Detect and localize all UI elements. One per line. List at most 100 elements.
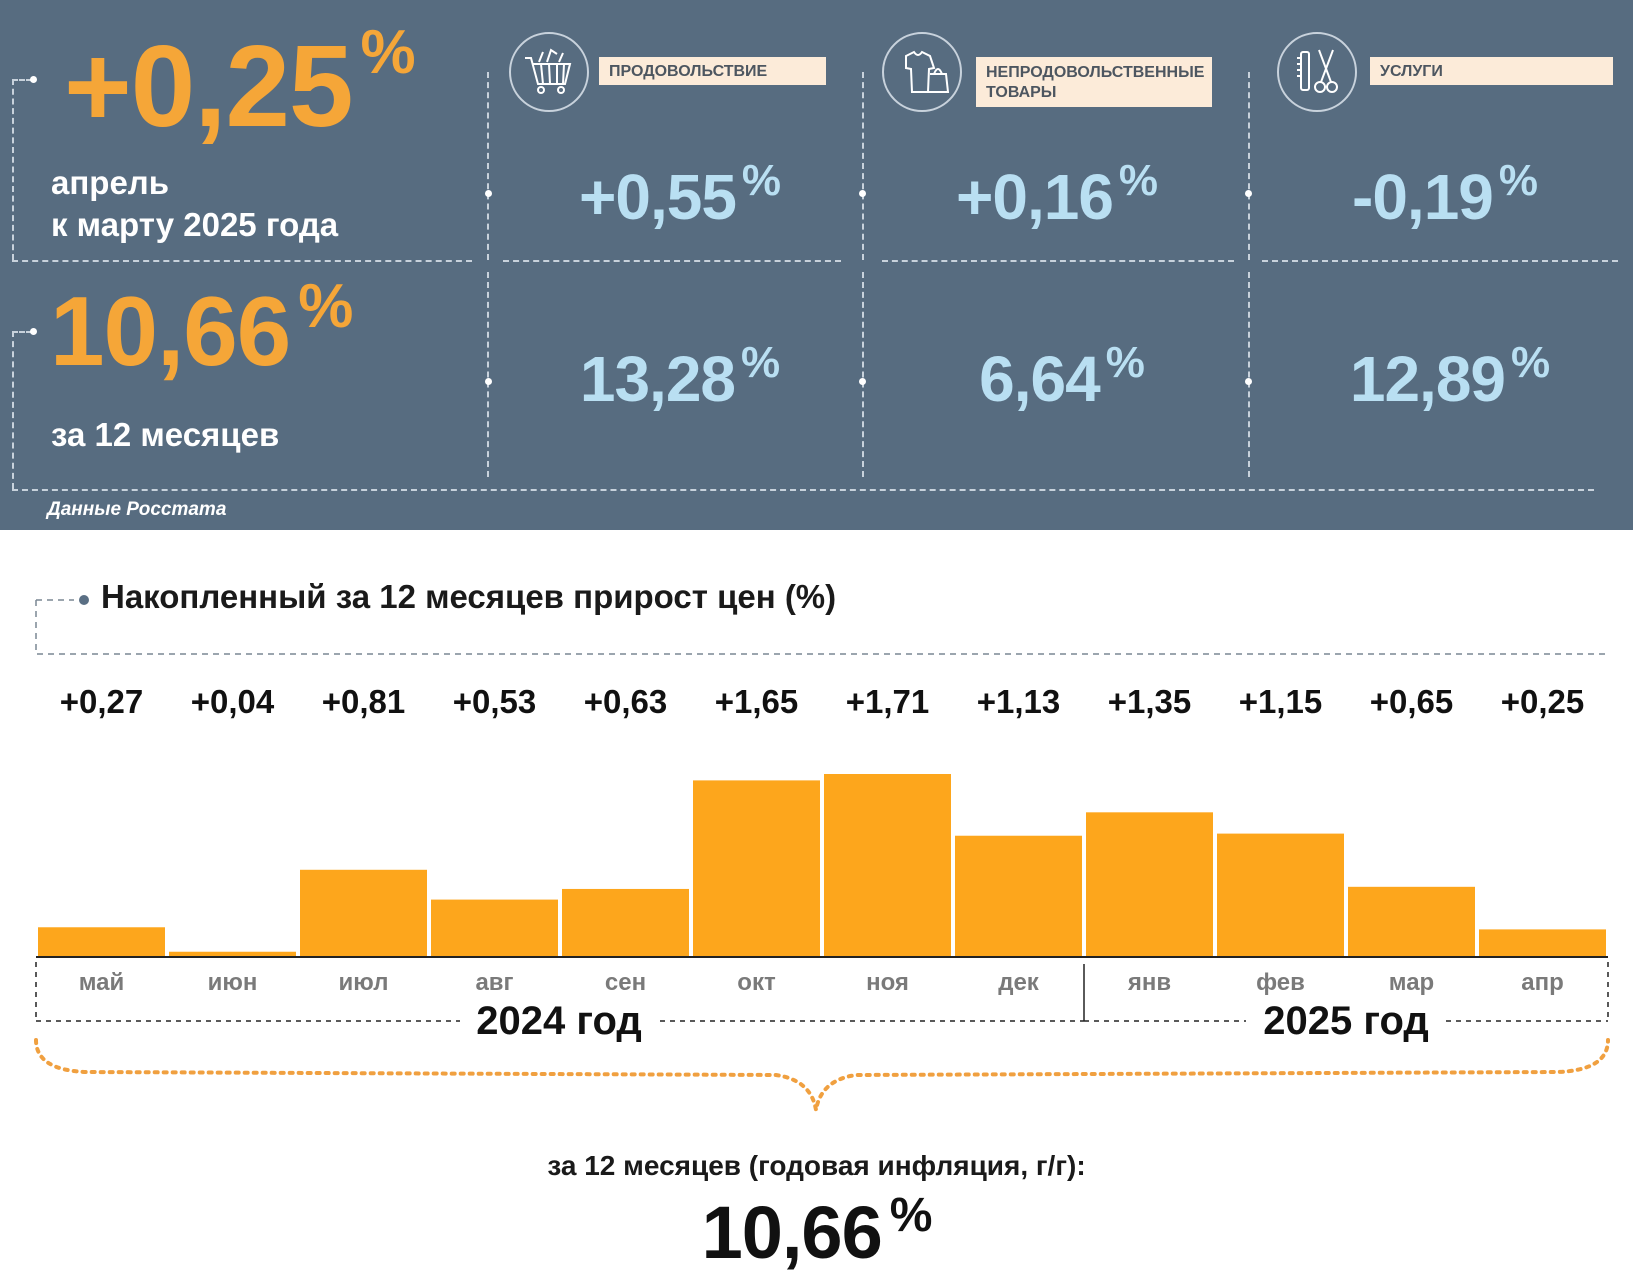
bar-июл: [300, 869, 427, 956]
curly-brace: [34, 1038, 1610, 1111]
monthly-bar-chart: +0,27 май +0,04 июн +0,81 июл +0,53 авг +0,63 сен…: [34, 683, 1610, 1111]
bar-ноя: [824, 774, 951, 956]
chart-title: Накопленный за 12 месяцев прирост цен (%…: [101, 578, 837, 615]
category-label-services: УСЛУГИ: [1370, 57, 1613, 85]
frame-line: [1248, 272, 1250, 477]
value-label: +1,35: [1108, 683, 1192, 720]
value-number: 12,89: [1349, 343, 1506, 415]
month-label: июл: [339, 969, 389, 996]
year-label-2025: 2025 год: [1263, 999, 1429, 1043]
percent-sign: %: [360, 18, 416, 87]
annual-inflation-value: 10,66%: [50, 276, 353, 381]
nonfood-monthly-value: +0,16%: [892, 159, 1222, 230]
value-label: +1,71: [846, 683, 930, 720]
month-label: авг: [475, 969, 513, 996]
food-annual-value: 13,28%: [520, 341, 840, 412]
category-label-food: ПРОДОВОЛЬСТВИЕ: [599, 57, 826, 85]
value-label: +0,27: [60, 683, 144, 720]
value-label: +1,65: [715, 683, 799, 720]
comb-scissors-icon: [1277, 32, 1357, 112]
value-number: 6,64: [979, 343, 1101, 415]
source-note: Данные Росстата: [47, 499, 227, 520]
value-number: +0,16: [955, 161, 1114, 233]
frame-line: [503, 260, 841, 262]
frame-line: [882, 260, 1234, 262]
value-number: +0,55: [578, 161, 737, 233]
frame-line: [487, 72, 489, 260]
percent-sign: %: [889, 1189, 933, 1242]
month-label: фев: [1256, 969, 1305, 996]
bullet-dot: [485, 190, 492, 197]
bullet-dot: [1245, 378, 1252, 385]
annual-inflation-caption: за 12 месяцев (годовая инфляция, г/г):: [547, 1150, 1086, 1181]
frame-line: [1248, 72, 1250, 260]
month-label: апр: [1521, 969, 1564, 996]
month-label: ноя: [866, 969, 909, 996]
bar-май: [38, 927, 165, 956]
food-monthly-value: +0,55%: [520, 159, 840, 230]
annual-caption: за 12 месяцев: [51, 416, 280, 453]
percent-sign: %: [298, 272, 354, 341]
category-label-nonfood: НЕПРОДОВОЛЬСТВЕННЫЕ ТОВАРЫ: [976, 57, 1212, 107]
value-label: +0,65: [1370, 683, 1454, 720]
percent-sign: %: [1511, 338, 1551, 387]
value-label: +0,63: [584, 683, 668, 720]
monthly-value-number: +0,25: [64, 21, 354, 151]
bar-авг: [431, 899, 558, 956]
month-label: сен: [605, 969, 646, 996]
annual-value-number: 10,66: [50, 276, 291, 386]
value-label: +1,13: [977, 683, 1061, 720]
month-label: янв: [1127, 969, 1171, 996]
value-number: -0,19: [1352, 161, 1494, 233]
percent-sign: %: [741, 156, 782, 205]
bar-фев: [1217, 833, 1344, 956]
bullet-dot: [30, 76, 37, 83]
value-label: +1,15: [1239, 683, 1323, 720]
bar-мар: [1348, 886, 1475, 956]
value-label: +0,04: [191, 683, 275, 720]
chart-title-frame: [35, 595, 1608, 655]
frame-line: [12, 79, 14, 260]
frame-line: [1262, 260, 1618, 262]
bullet-dot: [30, 328, 37, 335]
value-label: +0,53: [453, 683, 537, 720]
frame-line: [487, 272, 489, 477]
summary-panel: +0,25% апрель к марту 2025 года 10,66% з…: [0, 0, 1633, 530]
nonfood-annual-value: 6,64%: [892, 341, 1232, 412]
monthly-caption-line2: к марту 2025 года: [51, 206, 339, 243]
total-value-number: 10,66: [701, 1191, 883, 1274]
monthly-caption-line1: апрель: [51, 164, 170, 201]
month-label: окт: [737, 969, 776, 996]
frame-line: [12, 260, 472, 262]
percent-sign: %: [741, 338, 781, 387]
bar-апр: [1479, 929, 1606, 956]
bar-сен: [562, 888, 689, 956]
year-label-2024: 2024 год: [476, 999, 642, 1043]
services-annual-value: 12,89%: [1280, 341, 1620, 412]
frame-line: [12, 331, 14, 489]
bar-окт: [693, 780, 820, 956]
bullet-dot: [859, 190, 866, 197]
value-label: +0,81: [322, 683, 406, 720]
bullet-dot: [859, 378, 866, 385]
monthly-inflation-value: +0,25%: [64, 22, 416, 145]
frame-line: [12, 79, 32, 81]
bullet-dot: [485, 378, 492, 385]
services-monthly-value: -0,19%: [1280, 159, 1610, 230]
frame-line: [862, 72, 864, 260]
month-label: мар: [1389, 969, 1434, 996]
clothes-bag-icon: [882, 32, 962, 112]
frame-line: [862, 272, 864, 477]
bar-июн: [169, 951, 296, 956]
value-label: +0,25: [1501, 683, 1585, 720]
percent-sign: %: [1498, 156, 1538, 205]
shopping-cart-icon: [509, 32, 589, 112]
month-label: дек: [998, 969, 1040, 996]
frame-line: [12, 331, 32, 333]
monthly-caption: апрель к марту 2025 года: [51, 162, 338, 246]
annual-inflation-total: 10,66%: [0, 1192, 1633, 1270]
bar-янв: [1086, 812, 1213, 956]
percent-sign: %: [1118, 156, 1159, 205]
bar-дек: [955, 835, 1082, 956]
frame-line: [12, 489, 1594, 491]
